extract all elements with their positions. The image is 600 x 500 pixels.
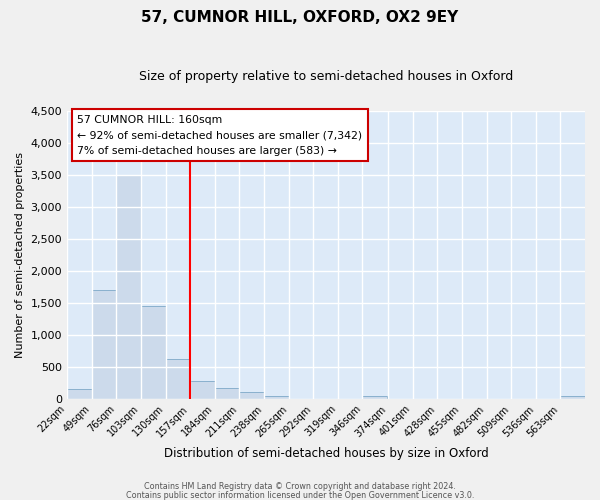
Text: Contains public sector information licensed under the Open Government Licence v3: Contains public sector information licen… bbox=[126, 490, 474, 500]
Bar bbox=[67, 390, 92, 399]
X-axis label: Distribution of semi-detached houses by size in Oxford: Distribution of semi-detached houses by … bbox=[164, 447, 488, 460]
Bar bbox=[264, 396, 289, 399]
Y-axis label: Number of semi-detached properties: Number of semi-detached properties bbox=[15, 152, 25, 358]
Bar bbox=[116, 174, 141, 399]
Text: 57 CUMNOR HILL: 160sqm
← 92% of semi-detached houses are smaller (7,342)
7% of s: 57 CUMNOR HILL: 160sqm ← 92% of semi-det… bbox=[77, 115, 362, 156]
Bar bbox=[141, 306, 166, 399]
Bar bbox=[239, 392, 264, 399]
Title: Size of property relative to semi-detached houses in Oxford: Size of property relative to semi-detach… bbox=[139, 70, 513, 83]
Bar bbox=[190, 381, 215, 399]
Bar bbox=[92, 290, 116, 399]
Text: Contains HM Land Registry data © Crown copyright and database right 2024.: Contains HM Land Registry data © Crown c… bbox=[144, 482, 456, 491]
Bar bbox=[362, 396, 387, 399]
Bar bbox=[166, 358, 190, 399]
Text: 57, CUMNOR HILL, OXFORD, OX2 9EY: 57, CUMNOR HILL, OXFORD, OX2 9EY bbox=[142, 10, 458, 25]
Bar bbox=[215, 388, 239, 399]
Bar bbox=[560, 396, 585, 399]
